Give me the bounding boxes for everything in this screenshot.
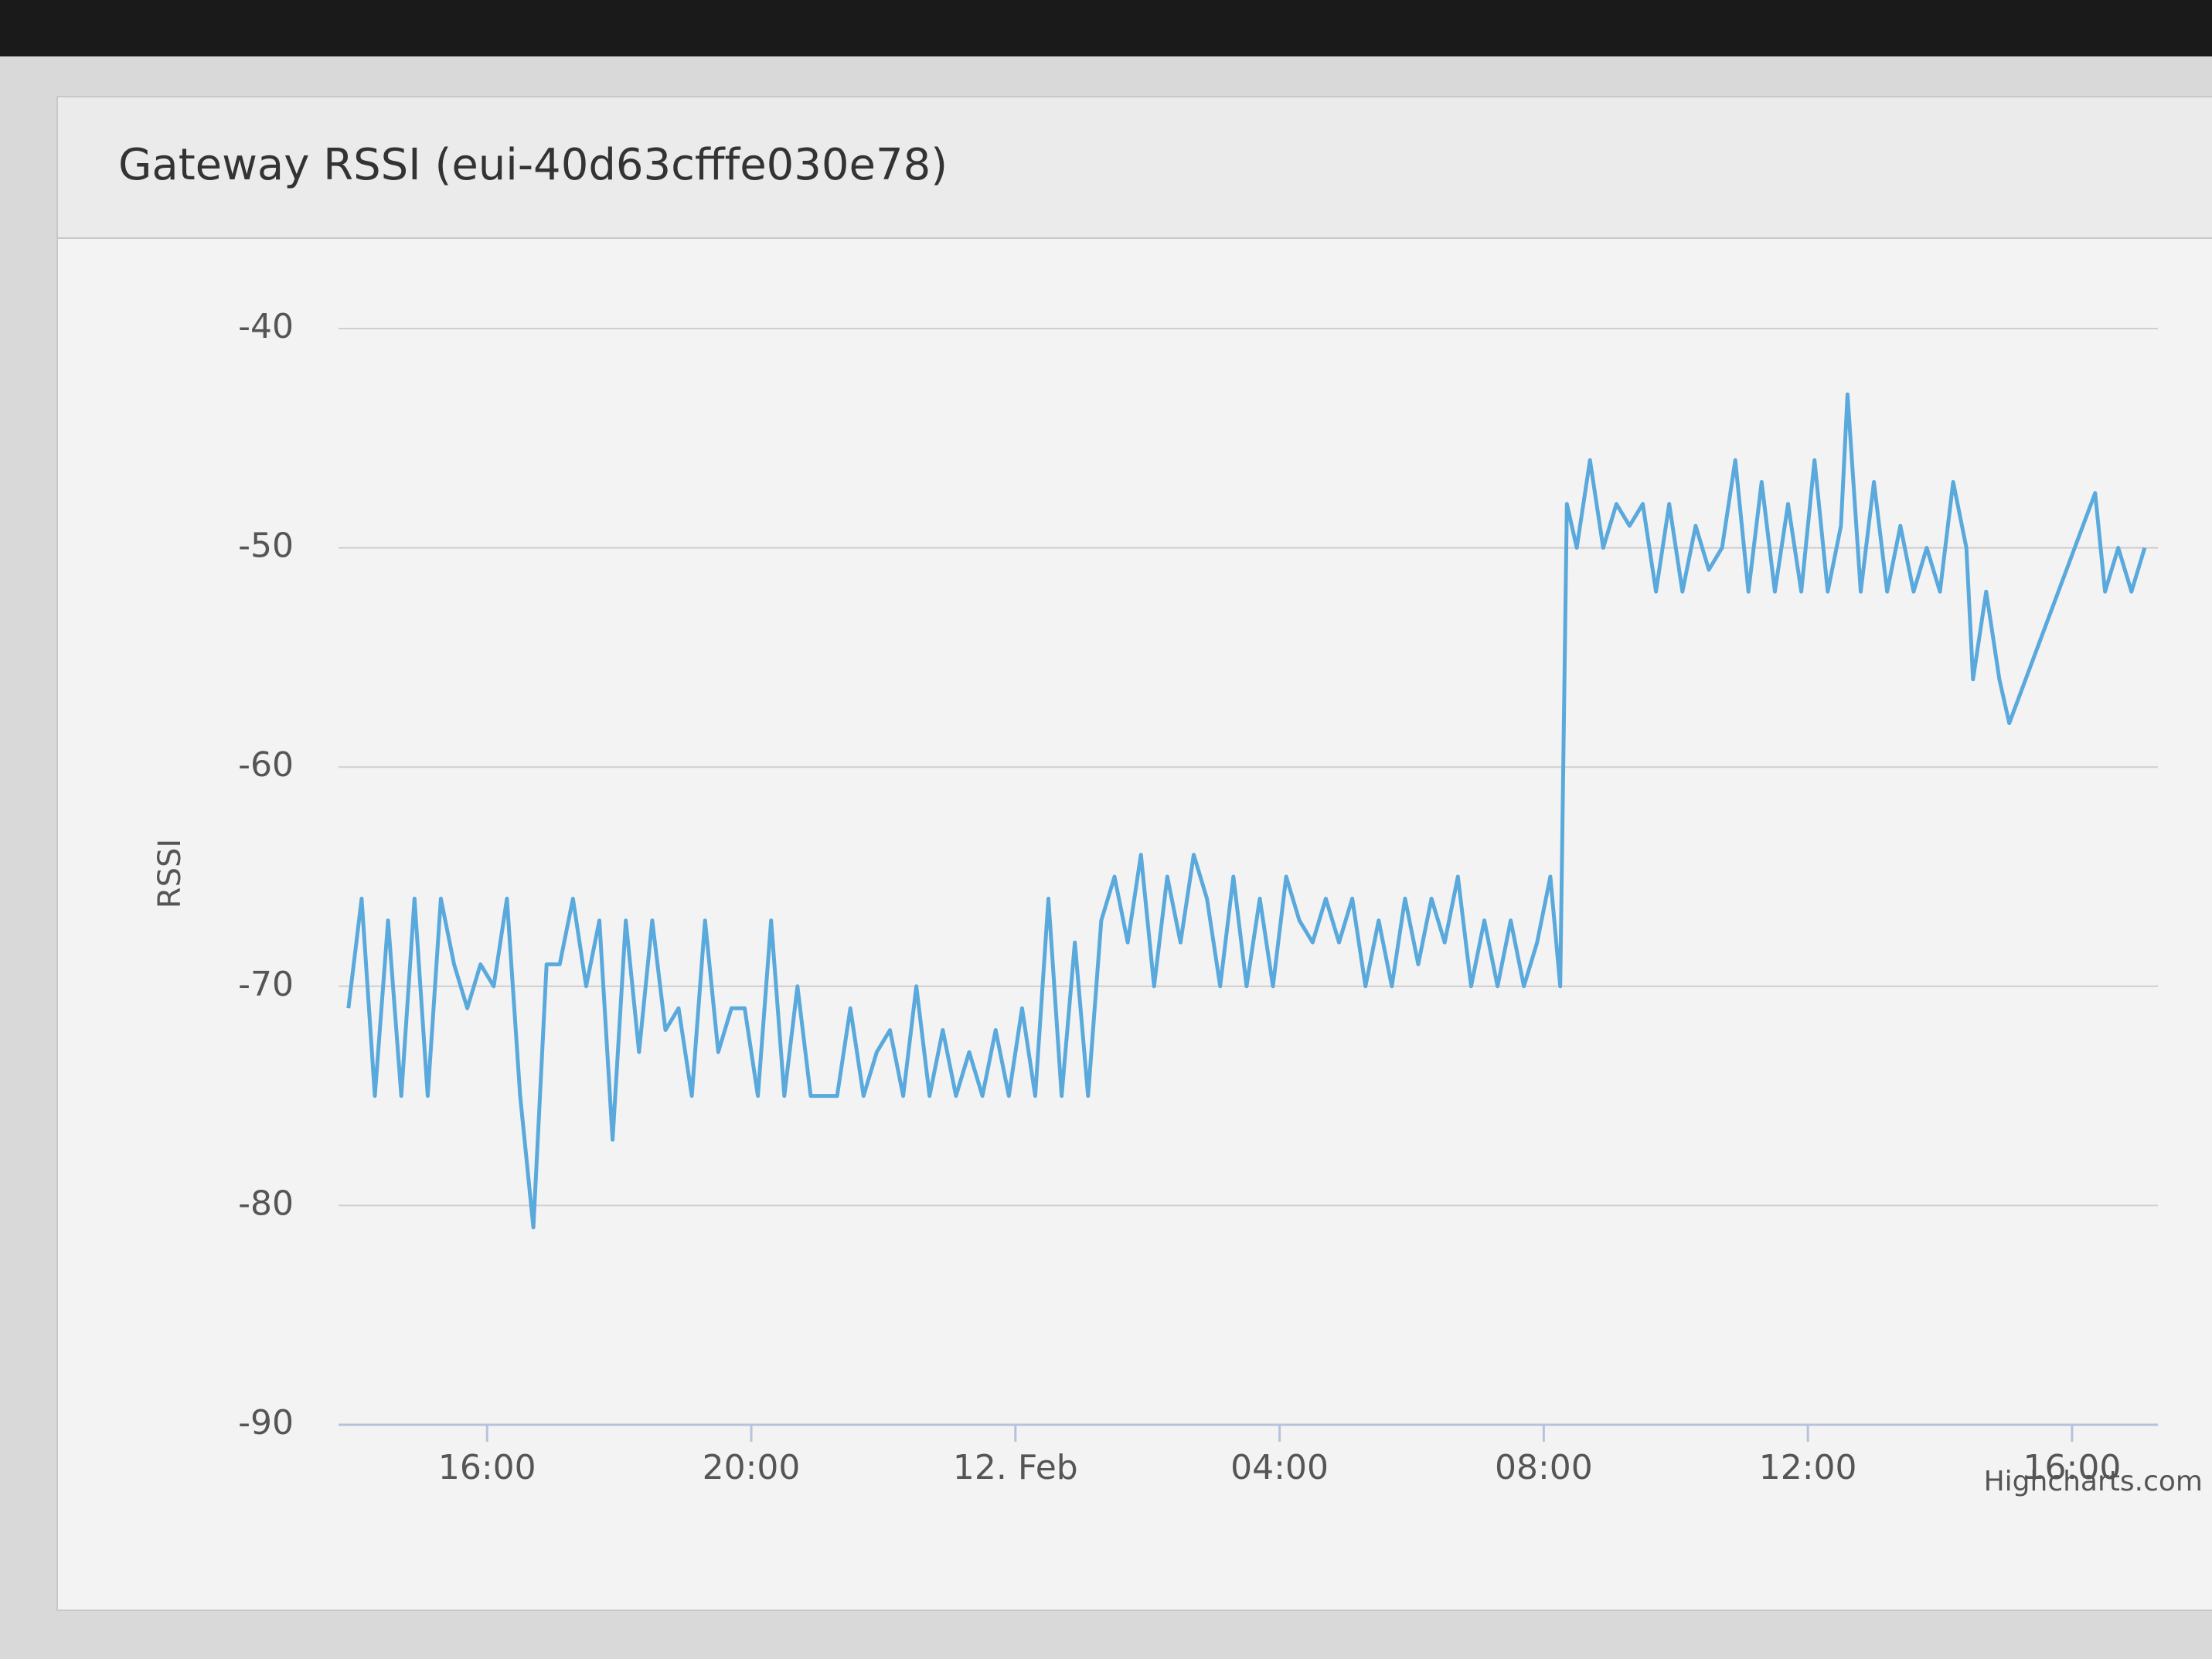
y-tick-label: -80 bbox=[238, 1184, 294, 1223]
series-line bbox=[346, 392, 2147, 1230]
x-tick-label: 16:00 bbox=[438, 1448, 536, 1487]
x-tick-label: 16:00 bbox=[2023, 1448, 2122, 1487]
credits: Highcharts.com bbox=[1984, 1466, 2203, 1497]
x-tick-label: 08:00 bbox=[1495, 1448, 1593, 1487]
x-tick-label: 12:00 bbox=[1759, 1448, 1857, 1487]
y-tick-label: -50 bbox=[238, 526, 294, 566]
y-tick-label: -60 bbox=[238, 745, 294, 785]
y-axis-label: RSSI bbox=[152, 839, 188, 908]
top-bar bbox=[0, 0, 2212, 56]
chart-title: Gateway RSSI (eui-40d63cfffe030e78) bbox=[118, 140, 948, 190]
x-tick-label: 12. Feb bbox=[953, 1448, 1078, 1487]
x-tick-label: 04:00 bbox=[1230, 1448, 1329, 1487]
x-tick-label: 20:00 bbox=[703, 1448, 801, 1487]
panel-header: Gateway RSSI (eui-40d63cfffe030e78) bbox=[58, 97, 2212, 239]
y-tick-label: -40 bbox=[238, 307, 294, 346]
y-tick-label: -70 bbox=[238, 965, 294, 1004]
y-tick-label: -90 bbox=[238, 1403, 294, 1443]
chart-panel: Gateway RSSI (eui-40d63cfffe030e78) bbox=[56, 96, 2212, 1611]
